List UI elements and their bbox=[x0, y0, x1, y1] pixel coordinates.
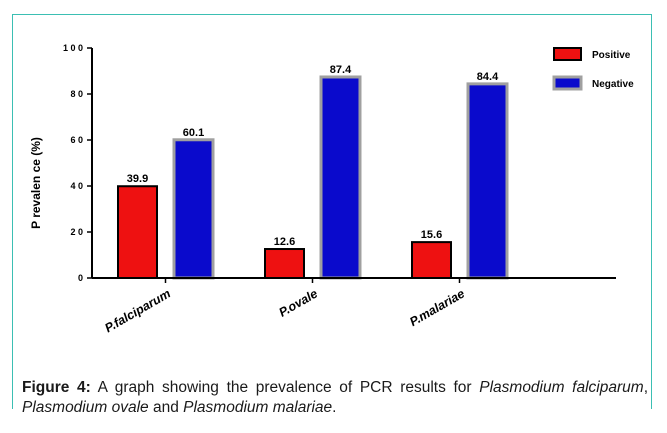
legend-swatch-positive bbox=[553, 47, 582, 61]
bars: 39.9 60.1 12.6 87.4 15.6 84.4 bbox=[117, 64, 509, 280]
y-tick-label: 6 0 bbox=[70, 135, 83, 145]
legend-label: Negative bbox=[592, 79, 634, 90]
x-category-label: P.ovale bbox=[276, 286, 320, 319]
caption-separator-1: , bbox=[643, 379, 648, 396]
bar-value-label: 12.6 bbox=[274, 236, 295, 248]
bar-positive bbox=[411, 241, 452, 279]
bar-negative bbox=[319, 75, 362, 280]
bar-value-label: 39.9 bbox=[127, 173, 148, 185]
caption-species-3: Plasmodium malariae bbox=[183, 399, 333, 416]
caption-label: Figure 4: bbox=[22, 379, 91, 396]
y-tick-label: 1 0 0 bbox=[63, 43, 83, 53]
caption-text: A graph showing the prevalence of PCR re… bbox=[90, 379, 480, 396]
bar-value-label: 87.4 bbox=[330, 64, 352, 76]
y-tick-label: 0 bbox=[78, 273, 83, 283]
caption-end: . bbox=[332, 399, 337, 416]
legend-swatch-negative bbox=[552, 75, 583, 91]
bar-chart: 0 2 0 4 0 6 0 8 0 1 0 0 39.9 60.1 12.6 87.4 15.6 8… bbox=[29, 43, 634, 335]
bar-value-label: 84.4 bbox=[477, 71, 499, 83]
y-tick-label: 2 0 bbox=[70, 227, 83, 237]
bar-negative bbox=[466, 82, 509, 280]
y-axis-label: P revalen ce (%) bbox=[29, 137, 43, 229]
x-axis: P.falciparum P.ovale P.malariae bbox=[92, 277, 616, 335]
bar-value-label: 15.6 bbox=[421, 229, 442, 241]
caption-species-2: Plasmodium ovale bbox=[22, 399, 149, 416]
y-tick-label: 4 0 bbox=[70, 181, 83, 191]
bar-positive bbox=[117, 185, 158, 279]
x-category-label: P.malariae bbox=[407, 286, 467, 329]
bar-negative bbox=[172, 138, 215, 280]
legend: Positive Negative bbox=[552, 47, 634, 91]
figure-caption: Figure 4: A graph showing the prevalence… bbox=[22, 378, 648, 418]
y-axis: 0 2 0 4 0 6 0 8 0 1 0 0 bbox=[63, 43, 93, 283]
caption-species-1: Plasmodium falciparum bbox=[479, 379, 644, 396]
legend-label: Positive bbox=[592, 50, 631, 61]
bar-positive bbox=[264, 248, 305, 280]
y-tick-label: 8 0 bbox=[70, 89, 83, 99]
caption-separator-2: and bbox=[148, 399, 184, 416]
bar-value-label: 60.1 bbox=[183, 127, 204, 139]
x-category-label: P.falciparum bbox=[102, 286, 173, 335]
